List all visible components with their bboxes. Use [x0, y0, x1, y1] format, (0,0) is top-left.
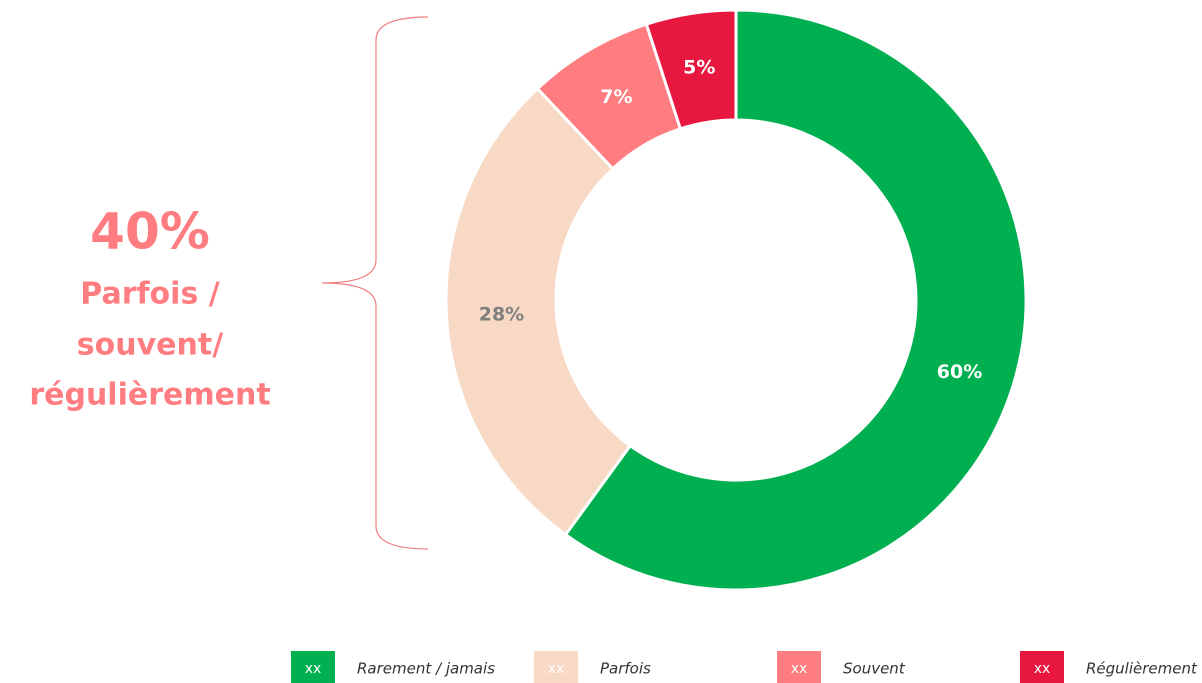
- annotation-value: 40%: [90, 203, 210, 261]
- slice: [563, 8, 1028, 592]
- legend-swatch-label: xx: [305, 661, 322, 677]
- legend-swatch-label: xx: [791, 661, 808, 677]
- legend-swatch-label: xx: [548, 661, 565, 677]
- legend-label: Rarement / jamais: [357, 660, 495, 678]
- slice: [644, 8, 738, 131]
- annotation-line: régulièrement: [29, 378, 270, 413]
- legend-label: Souvent: [843, 660, 906, 678]
- legend-swatch: [777, 651, 821, 683]
- legend-swatch: [291, 651, 335, 683]
- data-label: 28%: [479, 303, 524, 325]
- legend-swatch-label: xx: [1034, 661, 1051, 677]
- data-label: 5%: [683, 56, 715, 78]
- brace: [321, 16, 429, 550]
- data-label: 7%: [600, 86, 632, 108]
- annotation-line: Parfois /: [80, 277, 219, 312]
- legend-label: Parfois: [600, 660, 651, 678]
- annotation-line: souvent/: [77, 328, 223, 363]
- legend-swatch: [1020, 651, 1064, 683]
- data-label: 60%: [937, 361, 982, 383]
- legend-label: Régulièrement: [1086, 660, 1198, 678]
- legend-swatch: [534, 651, 578, 683]
- slice: [444, 86, 633, 537]
